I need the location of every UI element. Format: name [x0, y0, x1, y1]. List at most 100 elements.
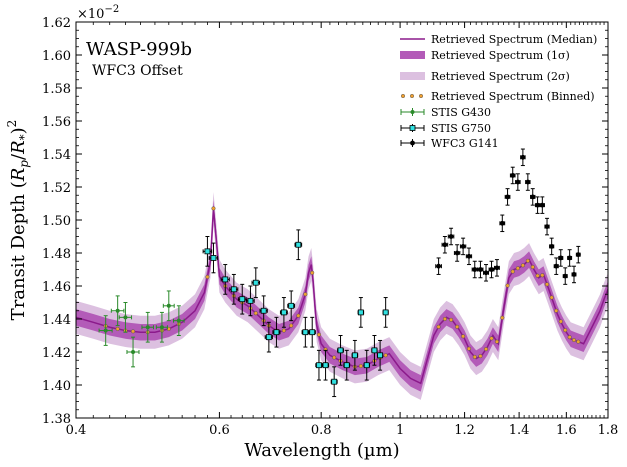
x-axis-label: Wavelength (µm): [244, 440, 399, 461]
binned-point: [316, 332, 322, 337]
y-tick-label: 1.42: [42, 346, 71, 361]
g750-point: [287, 290, 296, 322]
g430-point: [155, 311, 168, 343]
g750-point: [343, 349, 351, 381]
binned-point: [205, 274, 210, 279]
binned-point: [510, 269, 515, 274]
binned-point: [567, 335, 572, 340]
g750-point: [259, 295, 268, 327]
binned-point: [455, 324, 460, 329]
g430-point: [98, 315, 113, 346]
legend-g750-label: STIS G750: [431, 122, 491, 135]
wfc3-point: [558, 249, 564, 267]
legend: Retrieved Spectrum (Median) Retrieved Sp…: [400, 33, 597, 150]
y-tick-label: 1.48: [42, 247, 71, 262]
band-1sigma-group: [76, 200, 608, 392]
y-tick-label: 1.44: [42, 313, 71, 328]
y-tick-label: 1.52: [42, 181, 71, 196]
y-tick-label: 1.58: [42, 82, 71, 97]
g750-point: [376, 339, 384, 371]
legend-1sigma-label: Retrieved Spectrum (1σ): [431, 49, 570, 62]
x-tick-label: 0.6: [209, 423, 230, 438]
g430-point: [110, 295, 125, 327]
binned-point: [466, 346, 472, 351]
binned-point: [554, 308, 559, 313]
wfc3-point: [483, 264, 490, 282]
legend-binned-label: Retrieved Spectrum (Binned): [431, 90, 595, 103]
tick-labels-group: 0.4 0.6 0.8 1 1.2 1.4 1.6 1.8 1.38 1.40 1.42 1.44 1.…: [42, 16, 618, 438]
band-2sigma: [76, 191, 608, 400]
binned-point: [500, 315, 505, 320]
g750-point: [279, 297, 288, 328]
band-2sigma-group: [76, 191, 608, 400]
y-tick-label: 1.40: [42, 379, 71, 394]
binned-point: [281, 328, 286, 333]
g750-point: [321, 349, 330, 381]
y-tick-label: 1.60: [42, 49, 71, 64]
g750-point: [357, 297, 365, 328]
offset-text: ×10−2: [77, 4, 119, 22]
wfc3-point: [447, 227, 455, 246]
y-tick-label: 1.46: [42, 280, 71, 295]
wfc3-point: [515, 173, 521, 191]
binned-point: [505, 283, 510, 288]
g750-point: [220, 264, 230, 295]
wfc3-point: [567, 249, 573, 267]
wfc3-point: [553, 257, 559, 275]
wfc3-point: [494, 259, 500, 277]
g750-point: [294, 229, 303, 261]
wfc3-point: [520, 148, 526, 167]
binned-point: [515, 266, 520, 271]
legend-1sigma-swatch: [400, 51, 425, 59]
binned-point: [483, 347, 489, 352]
x-tick-label: 1.8: [598, 423, 619, 438]
y-tick-label: 1.54: [42, 148, 71, 163]
binned-point: [540, 273, 545, 278]
wfc3-point: [477, 260, 484, 279]
legend-wfc3-label: WFC3 G141: [431, 137, 499, 150]
legend-2sigma-swatch: [400, 72, 425, 80]
band-1sigma: [76, 200, 608, 392]
wfc3-point: [499, 214, 506, 233]
g750-point: [202, 236, 213, 267]
wfc3-point: [549, 237, 555, 256]
g430-point: [126, 336, 140, 368]
binned-point: [461, 334, 466, 339]
g430-point: [162, 290, 175, 322]
g750-point: [363, 349, 370, 381]
binned-point: [535, 273, 540, 278]
wfc3-point: [534, 196, 541, 214]
binned-point: [544, 282, 550, 287]
y-tick-label: 1.62: [42, 16, 71, 31]
g750-point: [264, 321, 273, 353]
binned-point: [310, 270, 315, 275]
binned-point: [211, 206, 216, 211]
wfc3-point: [453, 244, 461, 262]
legend-binned-swatch-b: [409, 93, 415, 99]
wfc3-point: [530, 188, 536, 206]
legend-g430-label: STIS G430: [431, 106, 491, 119]
g750-point: [272, 316, 281, 348]
binned-point: [383, 353, 388, 358]
binned-point: [332, 355, 337, 360]
g750-point: [301, 316, 310, 348]
binned-point: [520, 263, 525, 268]
wfc3-point: [575, 245, 581, 264]
binned-point: [472, 354, 477, 360]
y-tick-label: 1.38: [42, 412, 71, 427]
wfc3-point: [441, 236, 449, 254]
g750-point: [308, 316, 316, 348]
binned-point: [358, 363, 363, 369]
binned-point: [525, 258, 530, 263]
wfc3-point: [504, 188, 511, 206]
binned-point: [489, 336, 494, 341]
legend-median-label: Retrieved Spectrum (Median): [431, 33, 597, 46]
binned-point: [253, 311, 258, 316]
g750-point: [371, 335, 378, 366]
plot-area: [76, 148, 608, 400]
g750-point: [330, 366, 338, 398]
ticks-group: [75, 21, 609, 419]
x-tick-label: 1: [396, 423, 404, 438]
g750-point: [337, 335, 344, 366]
